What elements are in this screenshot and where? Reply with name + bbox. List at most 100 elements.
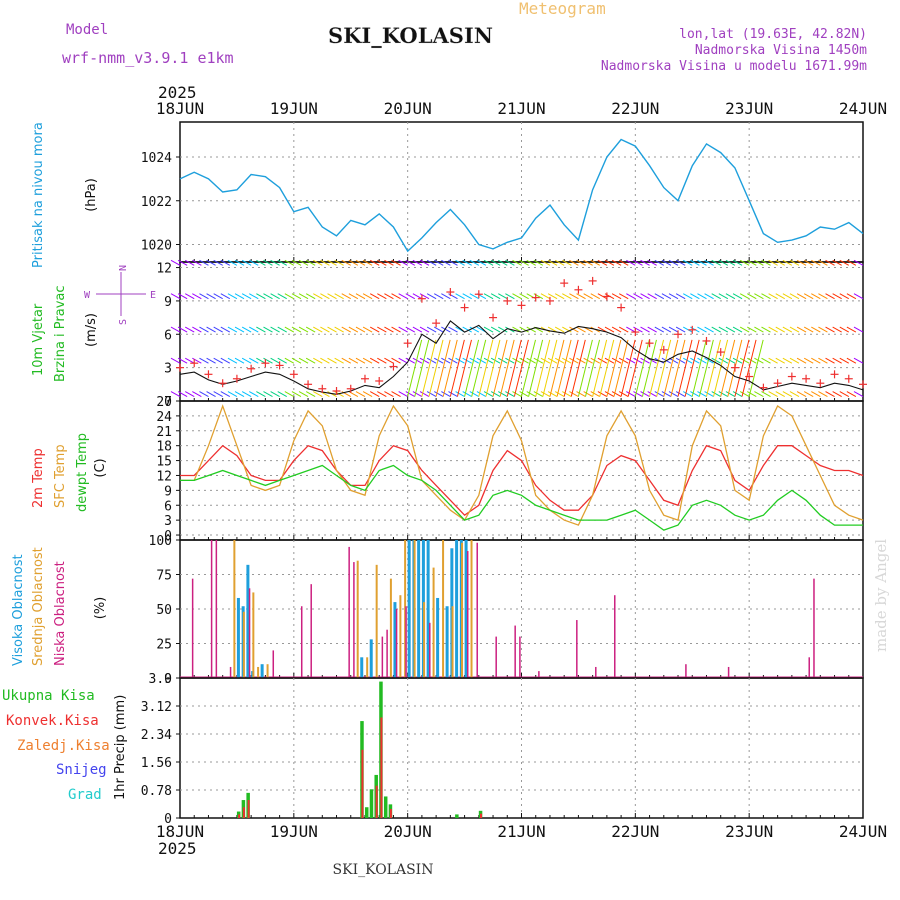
y-tick-label: 3 bbox=[164, 514, 172, 529]
y-tick-label: 6 bbox=[164, 499, 172, 514]
wind-barb bbox=[298, 391, 309, 397]
wind-barb bbox=[647, 391, 657, 397]
wind-barb bbox=[426, 357, 437, 364]
wind-barb bbox=[675, 391, 686, 397]
compass-w: W bbox=[84, 290, 91, 301]
wind-barb bbox=[803, 391, 814, 397]
wind-barb bbox=[377, 259, 387, 266]
wind-barb bbox=[649, 339, 665, 397]
wind-barb bbox=[768, 391, 778, 397]
model-label: Model bbox=[66, 22, 108, 38]
wind-barb bbox=[455, 357, 465, 364]
wind-barb bbox=[718, 391, 729, 397]
wind-barb bbox=[618, 293, 629, 300]
wind-barb bbox=[562, 293, 572, 300]
wind-barb bbox=[405, 391, 416, 397]
wind-barb bbox=[227, 391, 238, 397]
year-bottom: 2025 bbox=[158, 839, 197, 858]
wind-barb bbox=[796, 326, 807, 333]
cloud-bar bbox=[393, 602, 397, 678]
wind-barb bbox=[249, 259, 259, 266]
wind-barb bbox=[611, 293, 622, 300]
cloud-bar bbox=[242, 611, 245, 678]
wind-barb bbox=[597, 293, 608, 300]
y-tick-label: 18 bbox=[156, 440, 172, 455]
wind-barb bbox=[305, 391, 316, 397]
wind-barb bbox=[426, 293, 437, 300]
wind-barb bbox=[419, 293, 430, 300]
wind-barb bbox=[585, 339, 601, 397]
wind-barb bbox=[505, 293, 515, 300]
wind-barb bbox=[462, 357, 472, 364]
wind-barb bbox=[234, 391, 245, 397]
wind-barb bbox=[298, 357, 309, 364]
wind-barb bbox=[433, 326, 444, 333]
wind-barb bbox=[341, 326, 351, 333]
wind-barb bbox=[711, 293, 721, 300]
wind-barb bbox=[547, 293, 558, 300]
wind-barb bbox=[846, 391, 857, 397]
precip-bar bbox=[480, 813, 483, 818]
wind-barb bbox=[433, 391, 444, 397]
wind-barb bbox=[213, 357, 223, 364]
wind-barb bbox=[554, 391, 565, 397]
wind-barb bbox=[839, 326, 850, 333]
wind-barb bbox=[462, 326, 472, 333]
wind-barb bbox=[407, 339, 423, 397]
wind-barb bbox=[348, 259, 359, 266]
y-tick-label: 3.9 bbox=[149, 672, 172, 687]
wind-barb bbox=[592, 339, 608, 397]
wind-barb bbox=[576, 259, 586, 266]
wind-barb bbox=[754, 326, 764, 333]
wind-barb bbox=[490, 326, 501, 333]
x-axis-label-top: 20JUN bbox=[384, 99, 432, 118]
wind-barb bbox=[675, 259, 686, 266]
wind-barb bbox=[419, 326, 430, 333]
wind-barb bbox=[661, 259, 672, 266]
cloud-unit: (%) bbox=[93, 597, 108, 620]
wind-barb bbox=[405, 357, 416, 364]
wind-barb bbox=[170, 326, 181, 333]
wind-barb bbox=[613, 339, 629, 397]
sfctemp-label: SFC Temp bbox=[53, 444, 68, 508]
wind-barb bbox=[227, 259, 238, 266]
temp2m-line bbox=[180, 444, 864, 517]
wind-barb bbox=[391, 259, 401, 266]
wind-barb bbox=[485, 339, 501, 397]
wind-barb bbox=[483, 326, 494, 333]
y-tick-label: 2.34 bbox=[141, 728, 172, 743]
wind-barb bbox=[441, 391, 451, 397]
x-axis-label-top: 24JUN bbox=[839, 99, 887, 118]
cloud-bar bbox=[451, 606, 454, 678]
wind-barb bbox=[569, 357, 579, 364]
wind-barb bbox=[832, 259, 842, 266]
wind-barb bbox=[441, 326, 451, 333]
wind-barb bbox=[640, 293, 650, 300]
wind-barb bbox=[483, 391, 494, 397]
precip-strat-label: Zaledj.Kisa bbox=[17, 738, 110, 754]
wind-barb bbox=[747, 357, 757, 364]
wind-barb bbox=[761, 357, 771, 364]
wind-barb bbox=[469, 326, 480, 333]
wind-barb bbox=[547, 259, 558, 266]
wind-barb bbox=[549, 339, 565, 397]
cloud-bar bbox=[252, 592, 255, 678]
wind-barb bbox=[542, 339, 558, 397]
wind-barb bbox=[291, 326, 302, 333]
x-axis-label-top: 18JUN bbox=[156, 99, 204, 118]
cloud-bar bbox=[519, 636, 521, 678]
wind-barb bbox=[498, 259, 508, 266]
wind-barb bbox=[355, 293, 366, 300]
pressure-line bbox=[179, 138, 864, 253]
wind-barb bbox=[633, 326, 643, 333]
wind-barb bbox=[540, 391, 551, 397]
wind-barb bbox=[782, 326, 793, 333]
cloud-bar bbox=[455, 540, 459, 678]
wind-barb bbox=[241, 293, 252, 300]
wind-barb bbox=[348, 357, 359, 364]
cloud-bar bbox=[576, 620, 578, 678]
y-tick-label: 15 bbox=[156, 455, 172, 470]
wind-barb bbox=[341, 259, 351, 266]
x-axis-label-top: 22JUN bbox=[611, 99, 659, 118]
